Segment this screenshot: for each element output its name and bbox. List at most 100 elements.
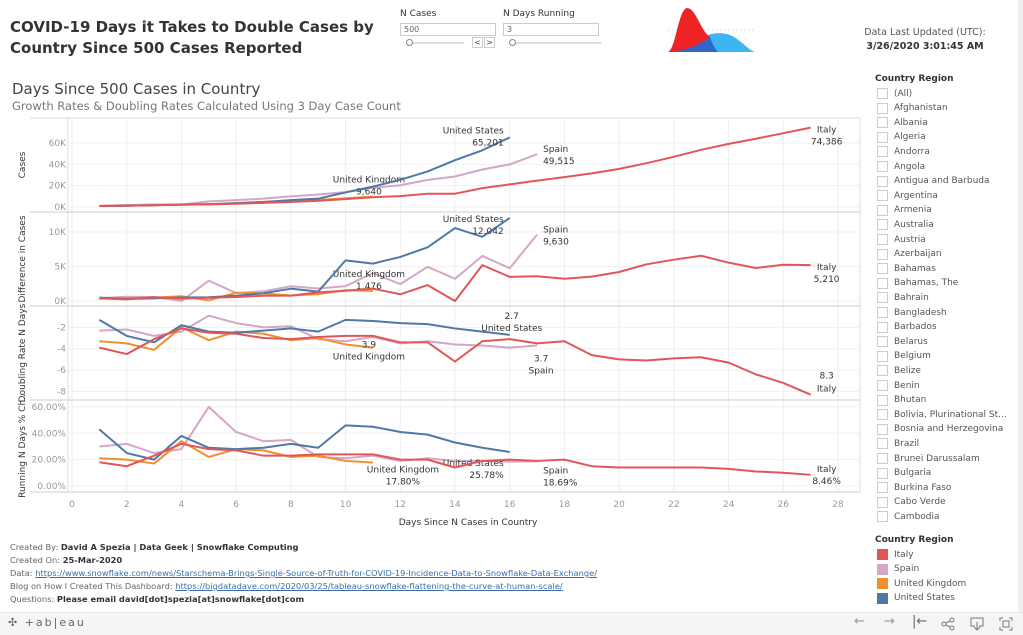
checkbox[interactable] bbox=[877, 292, 888, 304]
checkbox[interactable] bbox=[877, 438, 888, 450]
n-cases-next-button[interactable]: > bbox=[484, 37, 495, 48]
created-by-label: Created By: bbox=[10, 542, 59, 552]
series-label-name: Italy bbox=[817, 126, 837, 136]
n-days-slider[interactable] bbox=[509, 42, 601, 44]
checkbox[interactable] bbox=[877, 190, 888, 202]
filter-item[interactable]: Bosnia and Herzegovina bbox=[877, 423, 1003, 436]
data-source-link[interactable]: https://www.snowflake.com/news/Starschem… bbox=[35, 568, 598, 578]
series-label-value: 17.80% bbox=[386, 478, 421, 488]
filter-item[interactable]: Cambodia bbox=[877, 510, 940, 523]
checkbox[interactable] bbox=[877, 234, 888, 245]
filter-item[interactable]: Bahamas, The bbox=[877, 277, 958, 290]
checkbox[interactable] bbox=[877, 102, 888, 114]
filter-item[interactable]: Belgium bbox=[877, 350, 931, 363]
tableau-logo[interactable]: ✣ +ab|eau bbox=[8, 616, 86, 629]
filter-item[interactable]: Bahrain bbox=[877, 291, 929, 304]
filter-item-label: Argentina bbox=[894, 190, 938, 201]
n-cases-slider-knob[interactable] bbox=[406, 39, 413, 46]
filter-item[interactable]: Austria bbox=[877, 233, 926, 246]
blog-link[interactable]: https://bigdatadave.com/2020/03/25/table… bbox=[175, 581, 563, 591]
filter-item[interactable]: Brunei Darussalam bbox=[877, 452, 980, 465]
checkbox[interactable] bbox=[877, 88, 888, 99]
filter-item[interactable]: (All) bbox=[877, 87, 912, 100]
n-cases-input[interactable]: 500 bbox=[400, 23, 496, 36]
checkbox[interactable] bbox=[877, 277, 888, 289]
chart-title: Days Since 500 Cases in Country bbox=[12, 80, 261, 98]
x-tick-label: 22 bbox=[668, 500, 679, 510]
filter-item[interactable]: Afghanistan bbox=[877, 102, 948, 115]
undo-icon[interactable]: ← bbox=[854, 614, 865, 629]
checkbox[interactable] bbox=[877, 175, 888, 187]
filter-item[interactable]: Australia bbox=[877, 218, 934, 231]
fullscreen-icon[interactable] bbox=[999, 617, 1013, 631]
filter-item[interactable]: Argentina bbox=[877, 189, 938, 202]
filter-item-label: Angola bbox=[894, 161, 926, 172]
filter-item[interactable]: Bahamas bbox=[877, 262, 936, 275]
filter-item[interactable]: Cabo Verde bbox=[877, 496, 946, 509]
checkbox[interactable] bbox=[877, 117, 888, 129]
checkbox[interactable] bbox=[877, 307, 888, 318]
series-label-name: Spain bbox=[543, 226, 568, 236]
checkbox[interactable] bbox=[877, 131, 888, 143]
filter-item[interactable]: Antigua and Barbuda bbox=[877, 175, 990, 188]
checkbox[interactable] bbox=[877, 161, 888, 172]
checkbox[interactable] bbox=[877, 204, 888, 216]
checkbox[interactable] bbox=[877, 146, 888, 158]
filter-item-label: Bulgaria bbox=[894, 468, 932, 479]
filter-item[interactable]: Bhutan bbox=[877, 394, 926, 407]
filter-item[interactable]: Albania bbox=[877, 116, 928, 129]
filter-item[interactable]: Angola bbox=[877, 160, 925, 173]
checkbox[interactable] bbox=[877, 248, 888, 260]
filter-item[interactable]: Bulgaria bbox=[877, 467, 931, 480]
x-tick-label: 4 bbox=[179, 500, 185, 510]
x-tick-label: 20 bbox=[613, 500, 625, 510]
filter-item[interactable]: Brazil bbox=[877, 437, 919, 450]
redo-icon[interactable]: → bbox=[884, 614, 895, 629]
checkbox[interactable] bbox=[877, 321, 888, 333]
checkbox[interactable] bbox=[877, 219, 888, 231]
filter-item[interactable]: Algeria bbox=[877, 131, 926, 144]
checkbox[interactable] bbox=[877, 365, 888, 377]
filter-item-label: Belgium bbox=[894, 351, 931, 362]
checkbox[interactable] bbox=[877, 394, 888, 406]
data-source: Data: https://www.snowflake.com/news/Sta… bbox=[10, 568, 597, 578]
legend-item[interactable]: Spain bbox=[877, 563, 919, 576]
checkbox[interactable] bbox=[877, 350, 888, 362]
filter-item[interactable]: Belarus bbox=[877, 335, 928, 348]
n-days-input[interactable]: 3 bbox=[503, 23, 599, 36]
legend-item[interactable]: United States bbox=[877, 592, 955, 605]
n-cases-slider[interactable] bbox=[406, 42, 464, 44]
checkbox[interactable] bbox=[877, 453, 888, 464]
checkbox[interactable] bbox=[877, 482, 888, 494]
checkbox[interactable] bbox=[877, 496, 888, 508]
revert-icon[interactable]: |← bbox=[912, 614, 928, 629]
filter-item[interactable]: Andorra bbox=[877, 145, 930, 158]
filter-item[interactable]: Bolivia, Plurinational St... bbox=[877, 408, 1007, 421]
checkbox[interactable] bbox=[877, 409, 888, 421]
filter-item-label: Bahamas bbox=[894, 263, 936, 274]
checkbox[interactable] bbox=[877, 423, 888, 435]
checkbox[interactable] bbox=[877, 336, 888, 348]
filter-item[interactable]: Barbados bbox=[877, 321, 937, 334]
legend-title: Country Region bbox=[875, 535, 954, 545]
filter-item[interactable]: Azerbaijan bbox=[877, 248, 942, 261]
checkbox[interactable] bbox=[877, 467, 888, 479]
checkbox[interactable] bbox=[877, 380, 888, 391]
filter-item[interactable]: Burkina Faso bbox=[877, 481, 951, 494]
filter-item[interactable]: Armenia bbox=[877, 204, 932, 217]
scrollbar[interactable] bbox=[1018, 0, 1023, 612]
filter-item[interactable]: Bangladesh bbox=[877, 306, 947, 319]
filter-item[interactable]: Benin bbox=[877, 379, 920, 392]
share-icon[interactable] bbox=[941, 617, 955, 631]
checkbox[interactable] bbox=[877, 511, 888, 523]
filter-item-label: Bolivia, Plurinational St... bbox=[894, 409, 1007, 420]
filter-item[interactable]: Belize bbox=[877, 364, 921, 377]
legend-item[interactable]: Italy bbox=[877, 548, 914, 561]
download-icon[interactable] bbox=[970, 617, 984, 631]
n-cases-prev-button[interactable]: < bbox=[472, 37, 483, 48]
legend-item[interactable]: United Kingdom bbox=[877, 577, 966, 590]
checkbox[interactable] bbox=[877, 263, 888, 275]
series-label-value: 5,210 bbox=[814, 275, 840, 285]
n-days-slider-knob[interactable] bbox=[509, 39, 516, 46]
